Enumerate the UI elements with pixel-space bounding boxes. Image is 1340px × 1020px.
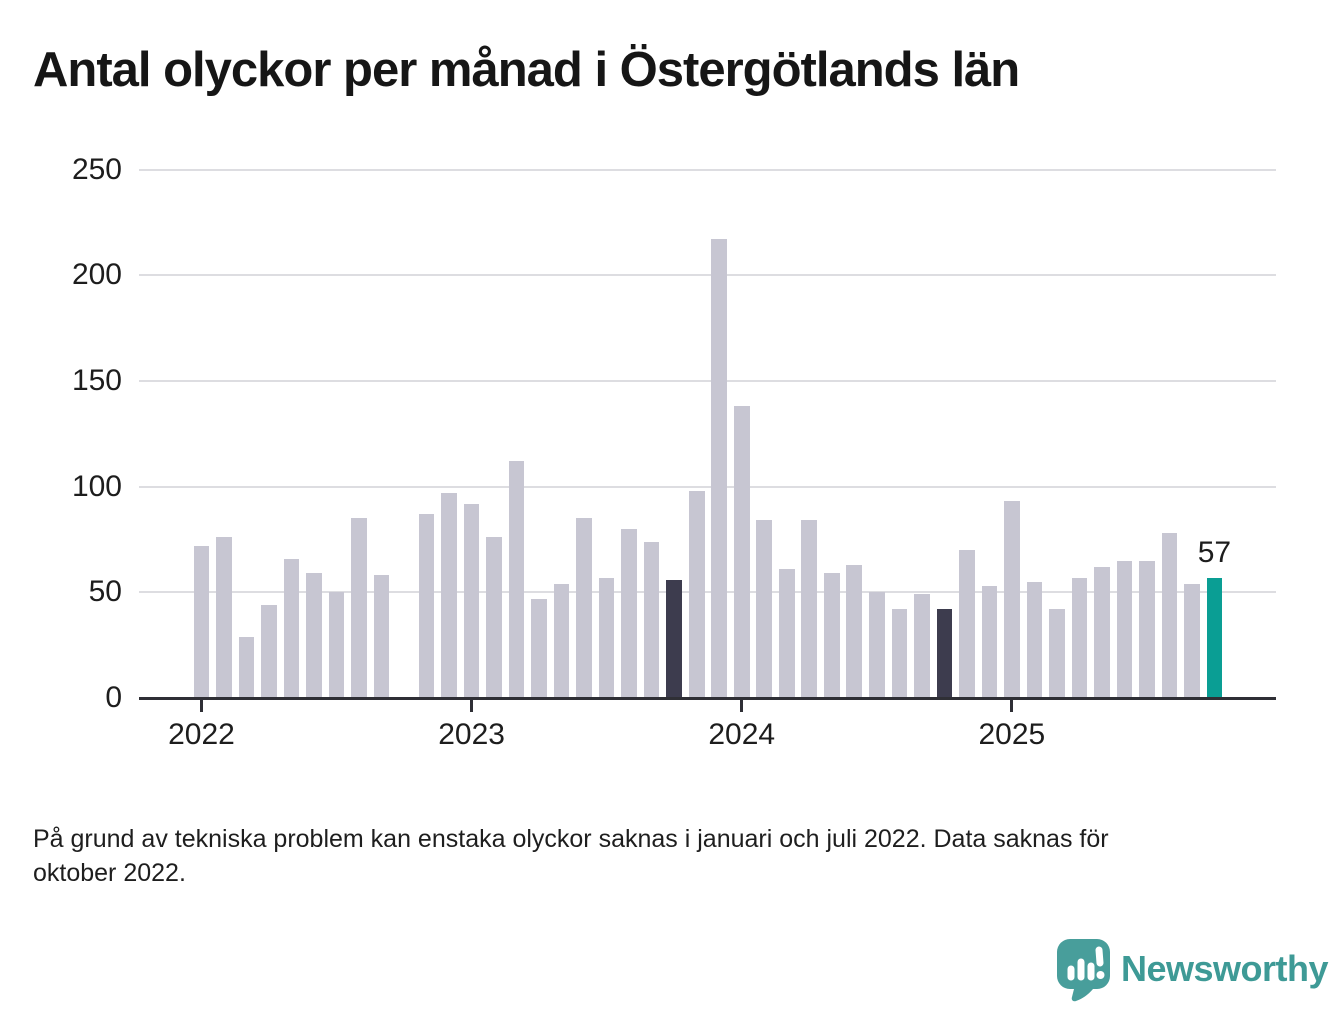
bar-2024-07 <box>869 592 885 698</box>
bar-2024-05 <box>823 573 840 698</box>
x-axis-label-2024: 2024 <box>708 718 776 751</box>
bar-2025-06 <box>1116 560 1133 698</box>
y-axis-label-200: 200 <box>71 258 122 292</box>
bar-2022-11 <box>418 514 435 698</box>
bar-2024-08 <box>891 609 908 698</box>
x-tick-2022 <box>200 700 203 712</box>
x-axis-label-2025: 2025 <box>978 718 1046 751</box>
gridline-250 <box>139 168 1276 171</box>
bar-2024-04 <box>801 520 818 698</box>
bar-2025-01 <box>1004 501 1020 698</box>
bar-2024-09 <box>914 594 930 698</box>
bar-2022-06 <box>306 573 322 698</box>
bar-2023-03 <box>508 461 525 698</box>
bar-2025-10 <box>1206 577 1223 698</box>
bar-2023-09 <box>643 541 660 698</box>
y-axis-label-150: 150 <box>71 364 122 398</box>
logo-wordmark: Newsworthy <box>1121 947 1329 989</box>
gridline-200 <box>139 274 1276 277</box>
gridline-100 <box>139 485 1276 488</box>
bar-2022-12 <box>441 493 457 698</box>
bar-2022-05 <box>283 558 300 698</box>
bar-2023-08 <box>621 528 637 698</box>
footnote-line-2: oktober 2022. <box>33 859 186 887</box>
bar-2025-08 <box>1161 533 1178 698</box>
bar-2025-02 <box>1026 581 1043 698</box>
bar-2022-08 <box>351 518 367 698</box>
x-tick-2023 <box>470 700 474 712</box>
bar-2023-02 <box>486 537 502 698</box>
bar-2025-03 <box>1049 609 1065 698</box>
bar-2023-01 <box>463 503 480 698</box>
y-axis-label-0: 0 <box>105 681 122 714</box>
bar-2024-11 <box>959 550 975 698</box>
latest-value-label: 57 <box>1197 535 1232 569</box>
x-tick-2025 <box>1010 700 1014 712</box>
footnote: På grund av tekniska problem kan enstaka… <box>33 822 1313 890</box>
bar-2024-06 <box>846 564 863 698</box>
chart-title: Antal olyckor per månad i Östergötlands … <box>33 43 1020 97</box>
bar-2023-10 <box>666 579 682 698</box>
bar-2022-02 <box>216 537 232 698</box>
speech-bubble-bar-chart-icon <box>1055 938 1111 1007</box>
bar-2025-04 <box>1071 577 1088 698</box>
bar-2023-07 <box>598 577 615 698</box>
bar-2023-12 <box>711 239 728 698</box>
bar-2023-06 <box>576 518 592 698</box>
bar-2025-05 <box>1094 566 1110 698</box>
x-tick-2024 <box>740 700 744 712</box>
bar-2023-04 <box>531 598 547 698</box>
x-axis-label-2022: 2022 <box>168 718 235 751</box>
bar-2024-03 <box>778 569 795 698</box>
gridline-150 <box>139 380 1276 383</box>
bar-2022-04 <box>261 605 277 698</box>
bar-2024-12 <box>981 586 998 698</box>
bar-2022-01 <box>193 545 210 698</box>
bar-2022-03 <box>238 636 255 698</box>
bar-2025-07 <box>1139 560 1155 698</box>
y-axis-label-50: 50 <box>88 575 122 609</box>
bar-2025-09 <box>1184 583 1200 698</box>
y-axis-label-100: 100 <box>71 469 122 503</box>
x-axis-label-2023: 2023 <box>438 718 505 751</box>
bar-2022-09 <box>373 575 390 698</box>
bar-2024-10 <box>936 609 953 698</box>
footnote-line-1: På grund av tekniska problem kan enstaka… <box>33 825 1109 853</box>
bar-2024-02 <box>756 520 773 698</box>
x-axis-line <box>139 697 1276 700</box>
bar-2023-11 <box>688 490 705 698</box>
bar-2023-05 <box>553 583 570 698</box>
gridline-50 <box>139 591 1276 594</box>
bar-2022-07 <box>328 592 345 698</box>
bar-2024-01 <box>733 406 750 698</box>
newsworthy-logo: Newsworthy <box>1055 938 1329 1007</box>
y-axis-label-250: 250 <box>71 152 122 186</box>
